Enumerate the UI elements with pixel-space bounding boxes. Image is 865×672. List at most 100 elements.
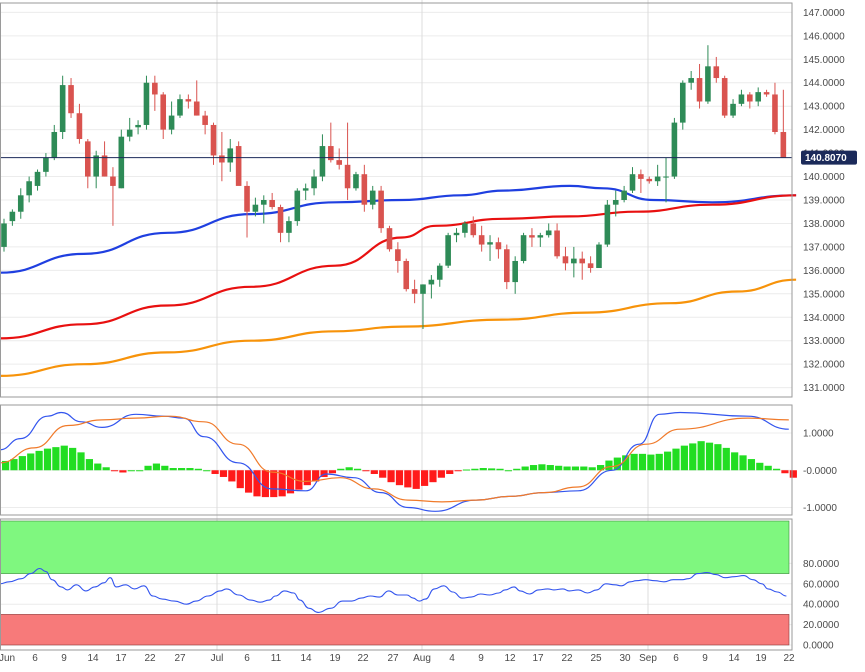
- date-tick-label: 19: [755, 653, 767, 664]
- candle-down: [529, 235, 535, 238]
- macd-bar-positive: [647, 454, 655, 471]
- candle-down: [554, 230, 560, 257]
- candle-up: [369, 190, 376, 205]
- macd-bar-positive: [77, 452, 85, 471]
- oscillator-tick-label: 0.0000: [803, 641, 834, 652]
- date-tick-label: Sep: [639, 653, 657, 664]
- macd-bar-positive: [714, 444, 722, 471]
- date-tick-label: Jul: [211, 653, 224, 664]
- macd-bar-positive: [705, 442, 714, 471]
- candle-down: [646, 178, 653, 182]
- candle-down: [470, 223, 477, 236]
- macd-bar-positive: [521, 466, 529, 471]
- macd-bar-positive: [504, 470, 512, 472]
- candle-up: [545, 230, 552, 236]
- macd-bar-negative: [110, 470, 119, 472]
- panel-border-3: [0, 518, 793, 651]
- candle-up: [755, 92, 761, 102]
- candle-down: [160, 94, 167, 130]
- candle-up: [302, 188, 309, 191]
- macd-bar-negative: [412, 470, 420, 489]
- candle-down: [579, 258, 586, 264]
- price-tick-label: 133.0000: [803, 336, 845, 347]
- candle-up: [51, 131, 58, 158]
- macd-bar-negative: [211, 470, 219, 474]
- macd-bar-positive: [680, 445, 688, 471]
- macd-bar-negative: [446, 470, 454, 474]
- candle-down: [210, 124, 217, 156]
- macd-bar-positive: [488, 468, 496, 471]
- candle-down: [386, 228, 393, 250]
- candle-up: [143, 82, 150, 125]
- candle-up: [43, 157, 49, 172]
- price-tick-label: 137.0000: [803, 242, 845, 253]
- macd-bar-positive: [203, 470, 211, 472]
- candle-down: [68, 85, 74, 114]
- candlesticks: [1, 45, 787, 329]
- candle-up: [705, 66, 711, 102]
- macd-bar-positive: [739, 455, 747, 471]
- macd-bar-positive: [622, 455, 630, 471]
- candle-up: [604, 204, 611, 245]
- candle-up: [571, 258, 577, 264]
- candle-up: [260, 200, 267, 205]
- macd-bar-positive: [722, 447, 730, 471]
- macd-axis-labels: 1.0000 -0.0000 -1.0000: [803, 428, 837, 514]
- macd-bar-positive: [27, 453, 35, 471]
- candle-up: [654, 176, 661, 182]
- date-tick-label: Aug: [413, 653, 431, 664]
- candle-down: [411, 289, 418, 294]
- candle-up: [135, 124, 141, 128]
- date-tick-label: 17: [115, 653, 127, 664]
- date-tick-label: 17: [532, 653, 544, 664]
- candle-up: [428, 279, 435, 285]
- macd-bar-positive: [161, 465, 169, 471]
- candle-up: [9, 211, 16, 222]
- macd-bar-negative: [379, 470, 387, 478]
- candle-down: [110, 176, 116, 186]
- macd-bar-positive: [43, 448, 52, 471]
- last-price-badge: 140.8070: [801, 150, 857, 165]
- candle-up: [537, 235, 544, 238]
- date-tick-label: 6: [244, 653, 250, 664]
- macd-bar-positive: [60, 445, 68, 471]
- moving-average-lines: [0, 184, 797, 377]
- macd-bar-positive: [538, 464, 546, 471]
- oscillator-axis-labels: 80.0000 60.0000 40.0000 20.0000 0.0000: [803, 559, 840, 652]
- macd-bar-positive: [580, 466, 588, 471]
- price-tick-label: 140.0000: [803, 172, 845, 183]
- candle-down: [713, 66, 720, 79]
- price-tick-label: 146.0000: [803, 31, 845, 42]
- price-axis-labels: 131.0000 132.0000 133.0000 134.0000 135.0000…: [803, 8, 845, 394]
- macd-bar-positive: [672, 448, 680, 471]
- oversold-zone: [0, 614, 790, 646]
- macd-line: [0, 411, 789, 512]
- candle-up: [286, 221, 292, 233]
- candle-up: [612, 200, 619, 205]
- date-tick-label: 19: [329, 653, 341, 664]
- macd-bar-positive: [479, 468, 487, 471]
- price-tick-label: 136.0000: [803, 266, 845, 277]
- date-tick-label: Jun: [0, 653, 15, 664]
- candle-up: [730, 103, 736, 116]
- candle-down: [244, 185, 250, 212]
- macd-bar-positive: [102, 467, 110, 471]
- macd-bar-positive: [756, 462, 764, 471]
- oscillator-line: [0, 567, 787, 613]
- candle-up: [596, 244, 602, 269]
- macd-bar-positive: [152, 463, 161, 471]
- macd-bar-negative: [437, 470, 445, 478]
- last-price-badge-background: [801, 150, 857, 165]
- candle-down: [219, 155, 225, 163]
- macd-bar-positive: [630, 453, 638, 471]
- candle-up: [59, 85, 66, 132]
- date-tick-label: 9: [702, 653, 708, 664]
- macd-bar-positive: [10, 459, 18, 471]
- macd-bar-negative: [278, 470, 286, 497]
- macd-bar-negative: [228, 470, 236, 482]
- date-tick-label: 27: [387, 653, 399, 664]
- date-tick-label: 22: [144, 653, 156, 664]
- moving-average-line-2: [0, 194, 797, 340]
- candle-down: [85, 141, 91, 177]
